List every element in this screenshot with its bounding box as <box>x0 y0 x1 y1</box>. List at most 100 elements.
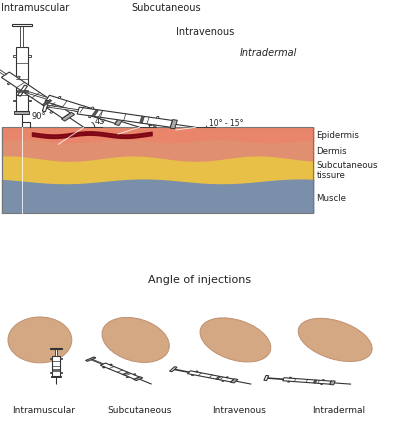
Ellipse shape <box>43 327 65 334</box>
Polygon shape <box>288 381 290 382</box>
Ellipse shape <box>315 324 329 332</box>
Polygon shape <box>52 356 59 376</box>
Polygon shape <box>16 48 28 111</box>
Polygon shape <box>17 77 20 79</box>
Polygon shape <box>192 375 194 376</box>
Ellipse shape <box>134 322 146 331</box>
Polygon shape <box>50 348 62 350</box>
Text: 25°: 25° <box>148 118 162 127</box>
Polygon shape <box>0 61 6 76</box>
Polygon shape <box>282 378 331 384</box>
Text: Intradermal: Intradermal <box>312 405 366 414</box>
Ellipse shape <box>218 323 231 332</box>
Polygon shape <box>109 364 113 366</box>
Polygon shape <box>122 372 129 375</box>
Polygon shape <box>60 105 63 108</box>
Polygon shape <box>18 86 28 97</box>
Polygon shape <box>12 25 32 27</box>
Polygon shape <box>45 96 119 124</box>
Polygon shape <box>50 112 53 114</box>
Polygon shape <box>289 377 291 378</box>
Text: Intravenous: Intravenous <box>212 405 267 414</box>
Polygon shape <box>59 358 62 359</box>
Polygon shape <box>28 101 31 102</box>
Polygon shape <box>59 372 62 373</box>
Text: Muscle: Muscle <box>313 194 346 203</box>
Polygon shape <box>91 359 104 365</box>
Ellipse shape <box>326 322 340 330</box>
Text: 90°: 90° <box>32 112 47 121</box>
Polygon shape <box>133 377 143 381</box>
Ellipse shape <box>207 325 220 334</box>
Polygon shape <box>264 376 269 381</box>
Polygon shape <box>2 73 70 119</box>
Text: Epidermis: Epidermis <box>313 131 359 140</box>
Polygon shape <box>89 117 91 119</box>
Polygon shape <box>14 111 30 115</box>
Ellipse shape <box>102 318 169 362</box>
Polygon shape <box>16 90 28 92</box>
Ellipse shape <box>122 323 134 332</box>
Polygon shape <box>170 120 177 129</box>
Polygon shape <box>115 117 124 126</box>
Ellipse shape <box>326 326 350 331</box>
Polygon shape <box>126 377 129 378</box>
Ellipse shape <box>200 318 271 362</box>
Polygon shape <box>52 369 59 370</box>
Polygon shape <box>230 379 238 383</box>
Text: 10° - 15°: 10° - 15° <box>209 119 244 128</box>
Polygon shape <box>107 112 110 114</box>
Text: Subcutaneous
tissure: Subcutaneous tissure <box>313 160 378 180</box>
Polygon shape <box>226 377 228 378</box>
Ellipse shape <box>229 322 243 331</box>
Text: Dermis: Dermis <box>313 147 347 156</box>
Polygon shape <box>100 363 139 379</box>
Polygon shape <box>13 101 16 102</box>
Polygon shape <box>196 371 198 372</box>
Polygon shape <box>330 381 335 385</box>
Ellipse shape <box>298 319 372 362</box>
Ellipse shape <box>132 326 155 332</box>
Polygon shape <box>140 117 144 124</box>
Text: Intramuscular: Intramuscular <box>1 3 69 12</box>
Polygon shape <box>13 56 16 57</box>
Polygon shape <box>55 350 57 356</box>
Polygon shape <box>50 358 52 359</box>
Polygon shape <box>103 367 105 368</box>
Polygon shape <box>170 367 177 372</box>
Polygon shape <box>322 380 324 381</box>
Ellipse shape <box>46 322 57 332</box>
Ellipse shape <box>34 322 45 332</box>
Polygon shape <box>58 97 61 99</box>
Polygon shape <box>85 357 96 362</box>
Polygon shape <box>215 376 221 380</box>
Polygon shape <box>42 101 49 112</box>
Polygon shape <box>77 108 172 128</box>
Polygon shape <box>188 371 234 382</box>
Polygon shape <box>321 384 323 385</box>
Polygon shape <box>133 374 136 375</box>
Text: Subcutaneous: Subcutaneous <box>132 3 201 12</box>
Ellipse shape <box>8 317 72 363</box>
Polygon shape <box>154 126 156 128</box>
Ellipse shape <box>111 324 122 333</box>
Polygon shape <box>47 106 79 112</box>
Text: Intradermal: Intradermal <box>239 48 297 58</box>
Text: Subcutaneous: Subcutaneous <box>107 405 172 414</box>
Polygon shape <box>7 83 10 86</box>
Text: Intravenous: Intravenous <box>176 27 234 37</box>
Polygon shape <box>28 56 31 57</box>
Polygon shape <box>267 378 283 380</box>
Ellipse shape <box>22 322 34 332</box>
Polygon shape <box>102 120 105 123</box>
Polygon shape <box>313 380 317 383</box>
Polygon shape <box>24 91 48 100</box>
Polygon shape <box>42 100 52 107</box>
Polygon shape <box>174 369 190 373</box>
Polygon shape <box>91 111 99 117</box>
Polygon shape <box>61 113 75 122</box>
Text: Intramuscular: Intramuscular <box>12 405 75 414</box>
Ellipse shape <box>229 326 252 332</box>
Polygon shape <box>50 372 52 373</box>
Polygon shape <box>20 27 24 48</box>
